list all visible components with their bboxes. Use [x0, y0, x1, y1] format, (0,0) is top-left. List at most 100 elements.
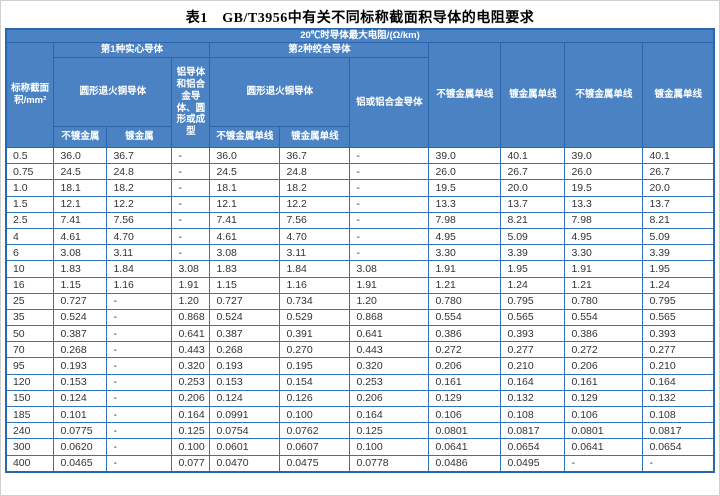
value-cell: 24.5 [53, 163, 108, 181]
area-cell: 1.5 [5, 195, 55, 213]
value-cell: 7.98 [564, 211, 644, 229]
table-row: 6 3.08 3.11-3.08 3.11-3.30 3.39 3.30 3.39 [5, 244, 715, 262]
value-cell: 24.5 [209, 163, 281, 181]
area-cell: 4 [5, 227, 55, 246]
value-cell: 12.2 [279, 195, 351, 213]
value-cell: 0.0754 [209, 422, 281, 440]
value-cell: 0.393 [500, 325, 566, 343]
value-cell: 0.0465 [53, 454, 108, 473]
value-cell: 0.0654 [500, 438, 566, 456]
value-cell: 0.154 [279, 373, 351, 391]
value-cell: 3.11 [279, 244, 351, 262]
area-cell: 25 [5, 292, 55, 310]
value-cell: 0.106 [428, 405, 502, 424]
value-cell: 0.164 [171, 405, 211, 424]
value-cell: - [106, 357, 173, 375]
value-cell: 7.98 [428, 211, 502, 229]
value-cell: 7.41 [53, 211, 108, 229]
area-cell: 185 [5, 405, 55, 424]
value-cell: 0.524 [209, 308, 281, 327]
value-cell: - [106, 373, 173, 391]
value-cell: 0.780 [428, 292, 502, 310]
value-cell: 40.1 [500, 146, 566, 165]
value-cell: 39.0 [428, 146, 502, 165]
value-cell: - [171, 211, 211, 229]
value-cell: 12.1 [53, 195, 108, 213]
header-solid-copper: 圆形退火铜导体 [53, 57, 173, 127]
value-cell: 0.443 [171, 341, 211, 359]
value-cell: 1.21 [564, 276, 644, 294]
value-cell: 12.1 [209, 195, 281, 213]
header-stranded-unplated: 不镀金属单线 [209, 126, 281, 148]
value-cell: 0.268 [53, 341, 108, 359]
value-cell: 0.153 [209, 373, 281, 391]
area-cell: 6 [5, 244, 55, 262]
value-cell: 0.727 [53, 292, 108, 310]
value-cell: - [349, 244, 430, 262]
header-solid-plated: 镀金属 [106, 126, 173, 148]
value-cell: 0.443 [349, 341, 430, 359]
value-cell: 0.868 [171, 308, 211, 327]
value-cell: 4.95 [428, 227, 502, 246]
value-cell: 1.91 [564, 260, 644, 278]
area-cell: 35 [5, 308, 55, 327]
header-unplated-wire-2: 不镀金属单线 [564, 42, 644, 148]
value-cell: 4.61 [53, 227, 108, 246]
value-cell: 0.206 [564, 357, 644, 375]
value-cell: 1.91 [349, 276, 430, 294]
table-row: 0.5 36.0 36.7-36.0 36.7-39.0 40.1 39.0 40.1 [5, 146, 715, 165]
value-cell: 18.1 [209, 179, 281, 197]
value-cell: 0.100 [349, 438, 430, 456]
value-cell: 1.84 [106, 260, 173, 278]
value-cell: 7.41 [209, 211, 281, 229]
header-class2-stranded: 第2种绞合导体 [209, 42, 430, 58]
table-row: 50 0.387-0.641 0.387 0.391 0.641 0.386 0.393 0.… [5, 325, 715, 343]
value-cell: 4.70 [279, 227, 351, 246]
header-stranded-aluminum: 铝或铝合金导体 [349, 57, 430, 148]
value-cell: 0.0641 [428, 438, 502, 456]
value-cell: 7.56 [106, 211, 173, 229]
value-cell: 20.0 [500, 179, 566, 197]
value-cell: 1.95 [642, 260, 715, 278]
value-cell: 0.524 [53, 308, 108, 327]
value-cell: 36.7 [106, 146, 173, 165]
area-cell: 70 [5, 341, 55, 359]
value-cell: - [642, 454, 715, 473]
header-plated-wire-2: 镀金属单线 [642, 42, 715, 148]
value-cell: 0.164 [349, 405, 430, 424]
value-cell: - [106, 308, 173, 327]
value-cell: - [171, 163, 211, 181]
value-cell: 0.0607 [279, 438, 351, 456]
header-stranded-plated: 镀金属单线 [279, 126, 351, 148]
header-unplated-wire-1: 不镀金属单线 [428, 42, 502, 148]
table-row: 25 0.727-1.20 0.727 0.734 1.20 0.780 0.795 0.78… [5, 292, 715, 310]
value-cell: - [171, 227, 211, 246]
value-cell: - [106, 325, 173, 343]
value-cell: 0.529 [279, 308, 351, 327]
value-cell: 1.84 [279, 260, 351, 278]
value-cell: 40.1 [642, 146, 715, 165]
value-cell: 4.70 [106, 227, 173, 246]
value-cell: 3.08 [209, 244, 281, 262]
value-cell: 0.565 [642, 308, 715, 327]
value-cell: 0.153 [53, 373, 108, 391]
value-cell: 0.320 [349, 357, 430, 375]
value-cell: 0.108 [500, 405, 566, 424]
value-cell: - [171, 244, 211, 262]
table-row: 240 0.0775-0.125 0.0754 0.0762 0.125 0.0801 0.… [5, 422, 715, 440]
value-cell: - [106, 389, 173, 408]
value-cell: 0.0475 [279, 454, 351, 473]
value-cell: - [564, 454, 644, 473]
value-cell: 0.641 [171, 325, 211, 343]
header-plated-wire-1: 镀金属单线 [500, 42, 566, 148]
value-cell: 5.09 [500, 227, 566, 246]
value-cell: 0.129 [564, 389, 644, 408]
value-cell: 1.91 [171, 276, 211, 294]
table-row: 185 0.101-0.164 0.0991 0.100 0.164 0.106 0.108… [5, 405, 715, 424]
value-cell: 0.554 [564, 308, 644, 327]
value-cell: 0.132 [500, 389, 566, 408]
value-cell: 0.277 [500, 341, 566, 359]
value-cell: 0.161 [428, 373, 502, 391]
value-cell: 20.0 [642, 179, 715, 197]
area-cell: 10 [5, 260, 55, 278]
